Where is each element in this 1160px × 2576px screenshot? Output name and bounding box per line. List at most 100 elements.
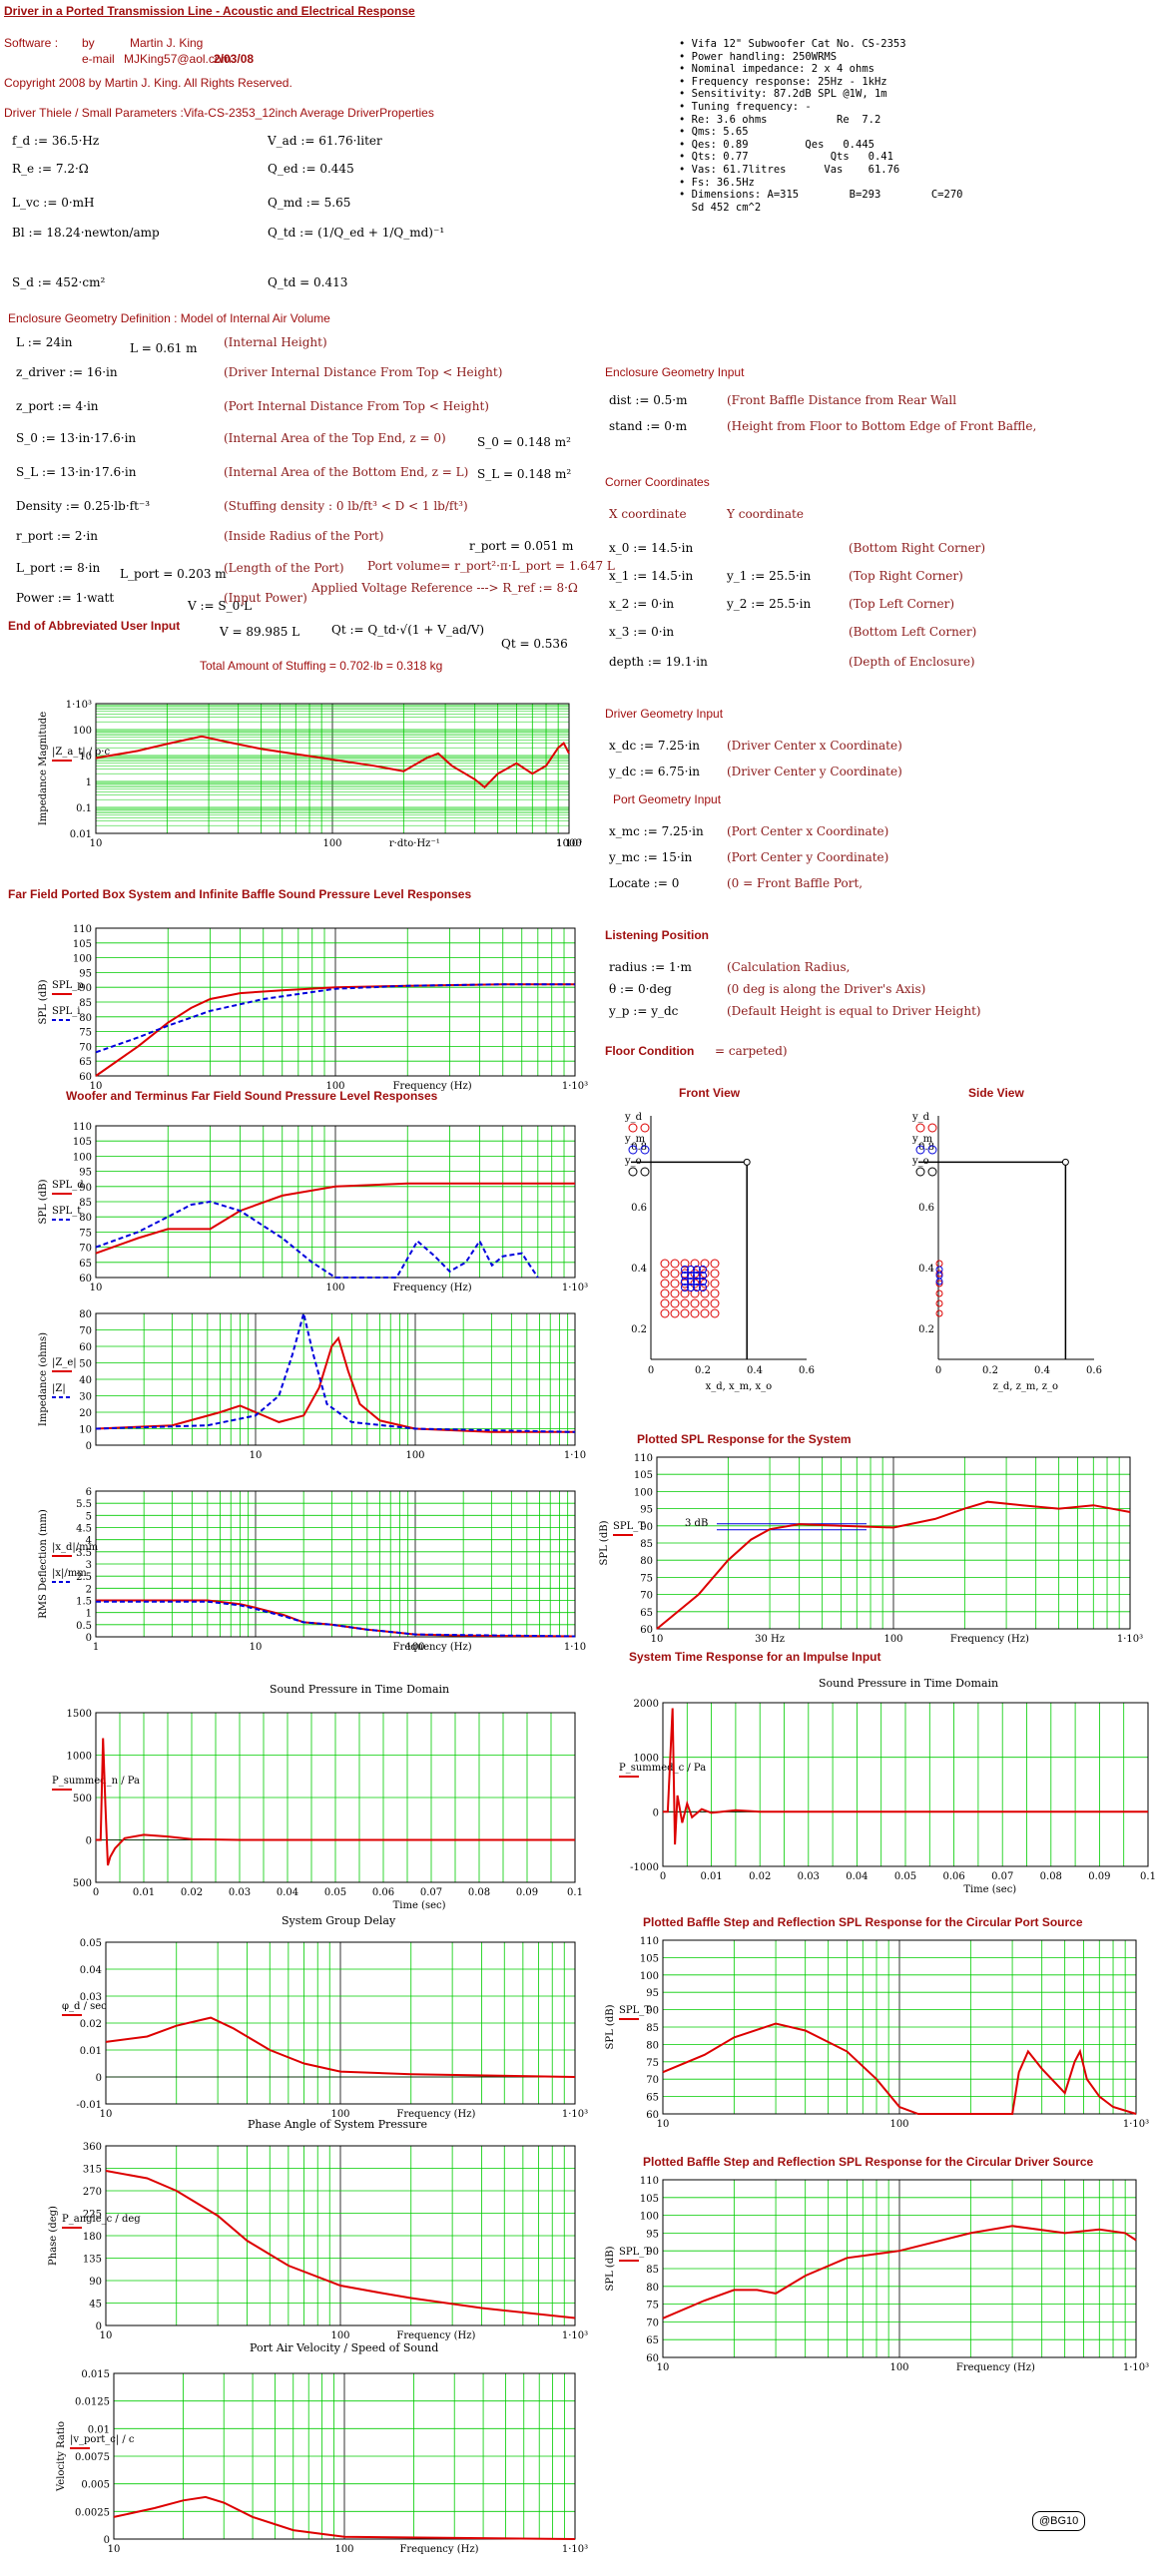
x-tick-label: 100 xyxy=(330,2330,349,2341)
y-tick-label: 105 xyxy=(634,1470,653,1481)
enclosure-note: (Port Internal Distance From Top < Heigh… xyxy=(224,399,489,413)
chart-title: Plotted Baffle Step and Reflection SPL R… xyxy=(643,1915,1083,1929)
y-tick-label: 70 xyxy=(640,1591,653,1602)
email-label: e-mail xyxy=(82,52,115,66)
y-tick-label: 100 xyxy=(73,1152,92,1163)
x-axis-label: Frequency (Hz) xyxy=(393,1081,472,1092)
yp-expr: y_p := y_dc xyxy=(609,1004,679,1018)
driver-point xyxy=(660,1298,670,1308)
legend-marker xyxy=(640,1145,650,1155)
y-head: Y coordinate xyxy=(727,507,804,521)
driver-point xyxy=(700,1298,710,1308)
y-tick-label: 80 xyxy=(79,1013,92,1024)
enclosure-expr: L_port := 8·in xyxy=(16,561,101,575)
y-tick-label: 90 xyxy=(646,2247,659,2258)
y-tick-label: 85 xyxy=(79,998,92,1009)
x-tick-label: 100 xyxy=(405,1642,424,1653)
x-axis-label: Frequency (Hz) xyxy=(956,2362,1035,2373)
y-tick-label: 85 xyxy=(79,1198,92,1209)
legend-label: P_angle_c / deg xyxy=(62,2214,141,2225)
x-tick-label: 10 xyxy=(100,2330,113,2341)
y-tick-label: 4.5 xyxy=(76,1524,92,1535)
port-point xyxy=(699,1272,707,1280)
spec-line: • Frequency response: 25Hz - 1kHz xyxy=(679,75,887,88)
x-tick-label: 0.07 xyxy=(991,1871,1013,1882)
y-tick-label: 90 xyxy=(640,1522,653,1533)
driver-point xyxy=(670,1308,680,1318)
port-volume: Port volume= r_port²·π·L_port = 1.647 L xyxy=(367,559,615,573)
legend-marker xyxy=(628,1167,638,1177)
chart-title: Sound Pressure in Time Domain xyxy=(819,1677,998,1690)
y-axis-label: Impedance Magnitude xyxy=(38,712,49,825)
enclosure-outline xyxy=(631,1161,748,1359)
x-tick-label: 0.04 xyxy=(846,1871,868,1882)
y-axis-label: Phase (deg) xyxy=(48,2206,59,2266)
y-tick-label: 180 xyxy=(83,2232,102,2243)
y-tick-label: 2 xyxy=(86,1584,92,1595)
x-tick-label: 10 xyxy=(90,838,103,849)
y-tick-label: 100 xyxy=(640,1971,659,1982)
enclosure-note: (Inside Radius of the Port) xyxy=(224,529,384,543)
ymc-expr: y_mc := 15·in xyxy=(609,850,693,864)
y-tick-label: 0.0125 xyxy=(75,2397,110,2408)
corner-x: x_0 := 14.5·in xyxy=(609,541,694,555)
x-tick-label: 0.09 xyxy=(1088,1871,1110,1882)
chart-title: System Group Delay xyxy=(282,1914,396,1927)
driver-point xyxy=(690,1308,700,1318)
series-line-red xyxy=(656,1500,1131,1630)
driver-point xyxy=(710,1269,720,1279)
y-tick-label: 75 xyxy=(79,1028,92,1039)
dist-expr: dist := 0.5·m xyxy=(609,393,688,407)
port-point xyxy=(935,1278,943,1286)
x-tick-label: 10 xyxy=(657,2119,670,2130)
y-tick-label: 3 xyxy=(86,1560,92,1571)
spec-line: • Re: 3.6 ohms Re 7.2 xyxy=(679,113,881,126)
by-label: by xyxy=(82,36,95,50)
x-head: X coordinate xyxy=(609,507,687,521)
x-tick-label: 1 xyxy=(93,1642,99,1653)
port-point xyxy=(693,1266,701,1274)
y-tick-label: 105 xyxy=(640,1953,659,1964)
corner-x: x_3 := 0·in xyxy=(609,625,675,639)
driver-point xyxy=(935,1260,943,1268)
driver-point xyxy=(680,1259,690,1269)
legend-label: SPL_i xyxy=(52,1006,80,1017)
series-line-blue xyxy=(96,1600,576,1638)
driver-point xyxy=(670,1269,680,1279)
x-axis-label: Frequency (Hz) xyxy=(396,2109,475,2120)
y-tick-label: 360 xyxy=(83,2142,102,2153)
y-tick-label: 105 xyxy=(73,939,92,950)
chart-title: Plotted Baffle Step and Reflection SPL R… xyxy=(643,2155,1094,2169)
y-tick-label: 1·10³ xyxy=(66,700,92,711)
x-tick-label: 0.06 xyxy=(942,1871,964,1882)
x-axis-label: Frequency (Hz) xyxy=(393,1642,472,1653)
y-tick-label: 500 xyxy=(73,1878,92,1889)
driver-point xyxy=(680,1288,690,1298)
legend-label: |x|/mm xyxy=(52,1568,87,1579)
y-tick-label: 0.03 xyxy=(80,1992,102,2003)
qt-value: Qt = 0.536 xyxy=(501,637,568,651)
y-tick-label: 0.04 xyxy=(80,1965,102,1976)
plot-frame xyxy=(113,2372,576,2540)
y-tick-label: 10 xyxy=(79,1425,92,1436)
x-tick-label: 0.01 xyxy=(133,1887,155,1898)
xmc-expr: x_mc := 7.25·in xyxy=(609,824,704,838)
driver-point xyxy=(700,1288,710,1298)
chart-group_delay: System Group Delay 0.05 0.04 0.03 0.02 0.01 0 -… xyxy=(62,1914,588,2120)
chart-plotted_spl: Plotted SPL Response for the System 110 10… xyxy=(599,1432,1143,1645)
y-tick-label: 2.5 xyxy=(76,1572,92,1583)
x-tick-label: 0.05 xyxy=(894,1871,916,1882)
y-tick-label: 270 xyxy=(83,2187,102,2198)
x-axis-label: x_d, x_m, x_o xyxy=(706,1381,773,1392)
enclosure-note: (Input Power) xyxy=(224,591,307,605)
plot-frame xyxy=(662,1939,1137,2115)
y-tick-label: 0 xyxy=(86,1836,92,1847)
series-line-red xyxy=(662,2022,1137,2115)
legend-label: |x_d|/mm xyxy=(52,1542,99,1553)
driver-point xyxy=(660,1269,670,1279)
param-left: Bl := 18.24·newton/amp xyxy=(12,226,160,240)
ydc-expr: y_dc := 6.75·in xyxy=(609,765,701,778)
spec-line: Sd 452 cm^2 xyxy=(679,201,762,214)
y-tick-label: 0.4 xyxy=(631,1264,647,1275)
